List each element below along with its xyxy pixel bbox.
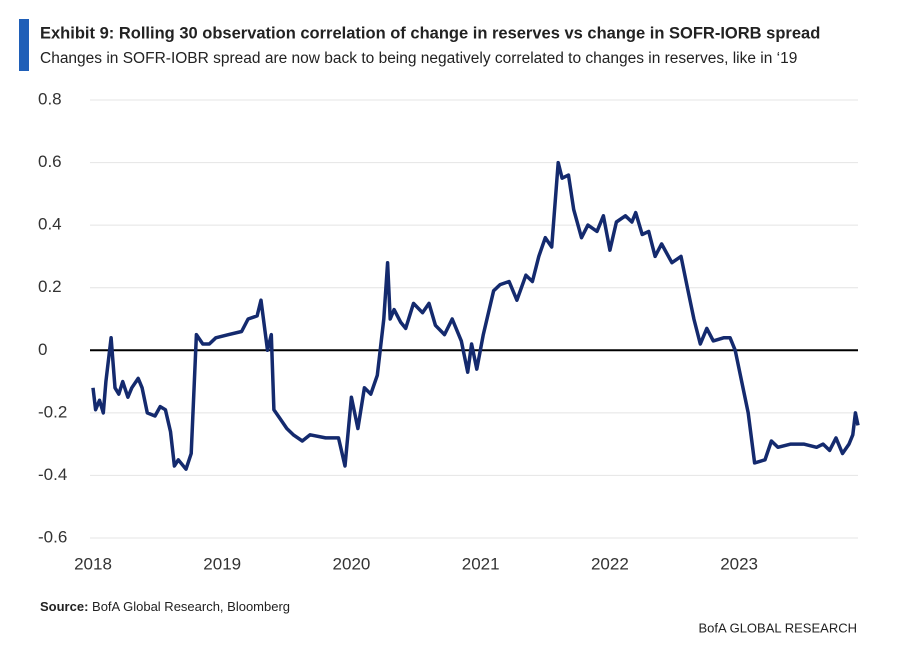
- x-tick-label: 2018: [74, 554, 112, 573]
- x-tick-label: 2023: [720, 554, 758, 573]
- source-label: Source:: [40, 599, 88, 614]
- y-tick-label: 0.2: [38, 277, 62, 296]
- y-tick-label: 0.8: [38, 89, 62, 108]
- source: Source: BofA Global Research, Bloomberg: [40, 599, 290, 614]
- y-tick-label: -0.4: [38, 465, 67, 484]
- source-text: BofA Global Research, Bloomberg: [92, 599, 290, 614]
- x-tick-label: 2019: [203, 554, 241, 573]
- series-line: [91, 160, 860, 471]
- x-tick-label: 2022: [591, 554, 629, 573]
- chart-subtitle: Changes in SOFR-IOBR spread are now back…: [40, 50, 797, 67]
- x-tick-label: 2021: [462, 554, 500, 573]
- brand: BofA GLOBAL RESEARCH: [699, 620, 857, 635]
- x-tick-label: 2020: [333, 554, 371, 573]
- y-tick-label: 0: [38, 340, 47, 359]
- y-tick-label: -0.2: [38, 402, 67, 421]
- y-tick-label: 0.6: [38, 152, 62, 171]
- chart-title: Exhibit 9: Rolling 30 observation correl…: [40, 24, 820, 42]
- y-tick-label: -0.6: [38, 527, 67, 546]
- title-bar: [19, 19, 29, 71]
- y-tick-label: 0.4: [38, 215, 62, 234]
